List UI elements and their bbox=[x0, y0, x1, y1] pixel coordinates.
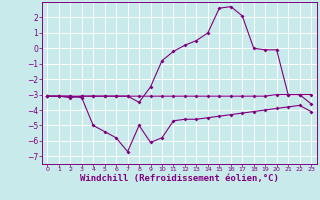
X-axis label: Windchill (Refroidissement éolien,°C): Windchill (Refroidissement éolien,°C) bbox=[80, 174, 279, 183]
